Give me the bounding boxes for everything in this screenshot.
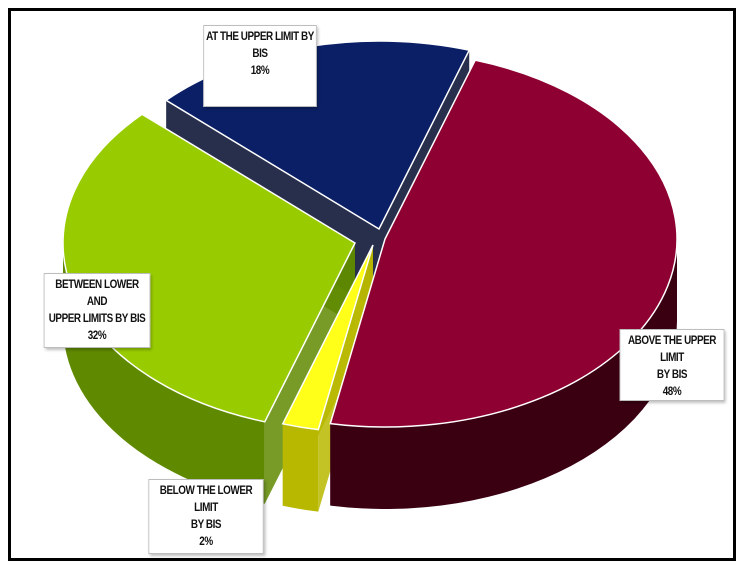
pie-side-between-limits bbox=[63, 243, 265, 504]
slice-label-at-upper-limit: AT THE UPPER LIMIT BY BIS 18% bbox=[203, 25, 317, 107]
pie-tops bbox=[62, 40, 678, 431]
pie-side-above-upper-limit bbox=[330, 239, 677, 509]
slice-label-below-lower-limit: BELOW THE LOWER LIMIT BY BIS 2% bbox=[148, 479, 264, 554]
slice-label-above-upper-limit: ABOVE THE UPPER LIMIT BY BIS 48% bbox=[619, 329, 725, 401]
chart-frame: AT THE UPPER LIMIT BY BIS 18% BETWEEN LO… bbox=[8, 8, 736, 561]
pie-chart bbox=[62, 40, 678, 512]
pie-slice-above-upper-limit bbox=[329, 59, 678, 428]
slice-label-between-limits: BETWEEN LOWER AND UPPER LIMITS BY BIS 32… bbox=[43, 273, 151, 348]
pie-slice-below-lower-limit bbox=[281, 244, 374, 431]
pie-side-below-lower-limit bbox=[282, 423, 319, 512]
